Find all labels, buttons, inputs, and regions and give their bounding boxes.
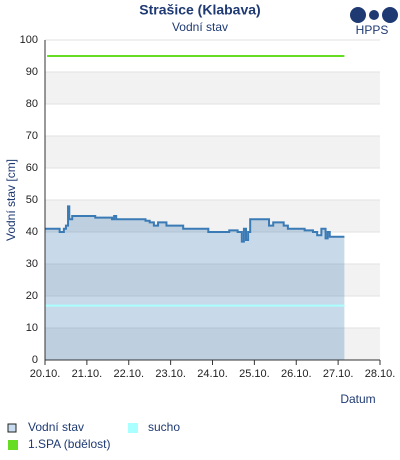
legend-swatch bbox=[7, 423, 17, 433]
logo-icon bbox=[350, 7, 398, 23]
y-tick-label: 20 bbox=[26, 290, 38, 302]
line bbox=[45, 205, 345, 243]
chart-title: Strašice (Klabava) bbox=[139, 2, 260, 18]
grid-band bbox=[45, 200, 380, 232]
y-tick-label: 60 bbox=[26, 162, 38, 174]
y-tick-label: 100 bbox=[20, 34, 38, 46]
y-tick-label: 0 bbox=[32, 354, 38, 366]
chart-subtitle: Vodní stav bbox=[172, 20, 228, 34]
y-tick-label: 70 bbox=[26, 130, 38, 142]
x-tick-label: 22.10. bbox=[113, 368, 144, 380]
y-axis-label: Vodní stav [cm] bbox=[4, 159, 18, 241]
x-tick-label: 28.10. bbox=[365, 368, 396, 380]
x-axis-label: Datum bbox=[340, 392, 375, 406]
x-tick-label: 20.10. bbox=[30, 368, 61, 380]
y-tick-label: 30 bbox=[26, 258, 38, 270]
y-tick-label: 10 bbox=[26, 322, 38, 334]
legend-label: Vodní stav bbox=[28, 420, 84, 434]
grid-band bbox=[45, 264, 380, 296]
area bbox=[45, 206, 345, 360]
x-tick-label: 26.10. bbox=[281, 368, 312, 380]
legend-swatch bbox=[8, 440, 18, 450]
y-tick-label: 90 bbox=[26, 66, 38, 78]
legend-swatch bbox=[128, 423, 138, 433]
grid-band bbox=[45, 72, 380, 104]
legend-label: sucho bbox=[148, 420, 180, 434]
y-tick-label: 80 bbox=[26, 98, 38, 110]
grid-band bbox=[45, 136, 380, 168]
x-tick-label: 27.10. bbox=[323, 368, 354, 380]
x-tick-label: 24.10. bbox=[197, 368, 228, 380]
y-tick-label: 50 bbox=[26, 194, 38, 206]
y-tick-label: 40 bbox=[26, 226, 38, 238]
x-tick-label: 21.10. bbox=[72, 368, 103, 380]
grid-band bbox=[45, 328, 380, 360]
x-tick-label: 23.10. bbox=[155, 368, 186, 380]
legend-label: 1.SPA (bdělost) bbox=[28, 437, 111, 451]
x-tick-label: 25.10. bbox=[239, 368, 270, 380]
logo-text: HPPS bbox=[356, 23, 389, 37]
